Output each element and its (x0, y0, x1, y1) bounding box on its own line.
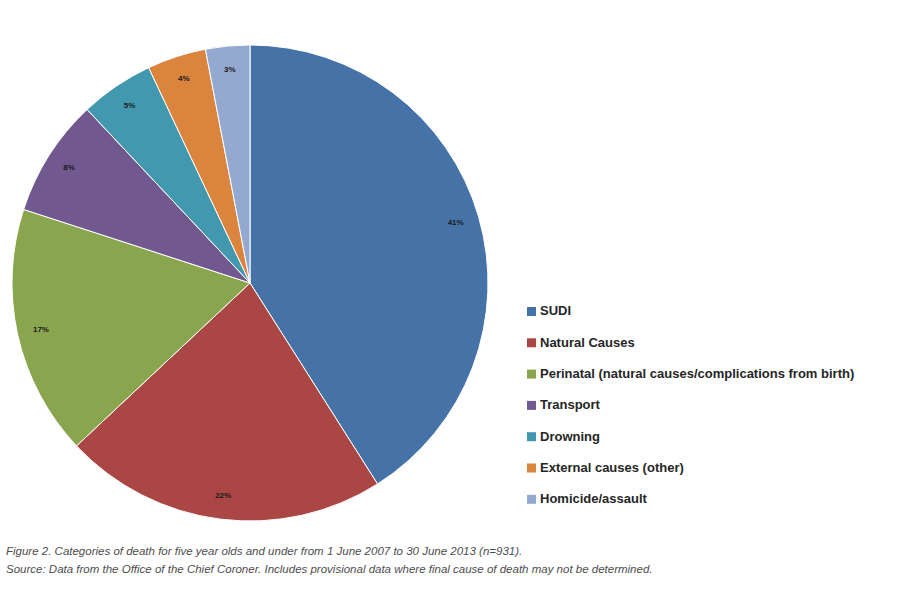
legend-swatch (527, 401, 536, 410)
legend-label: External causes (other) (540, 460, 684, 475)
legend-label: Natural Causes (540, 335, 635, 350)
data-label: 8% (63, 163, 75, 172)
legend-label: Homicide/assault (540, 491, 648, 506)
data-label: 41% (448, 218, 464, 227)
legend-label: Perinatal (natural causes/complications … (540, 366, 854, 381)
legend-swatch (527, 307, 536, 316)
data-label: 17% (33, 325, 49, 334)
legend-label: Drowning (540, 429, 600, 444)
data-label: 3% (224, 65, 236, 74)
source-note: Source: Data from the Office of the Chie… (6, 563, 652, 575)
legend: SUDI Natural Causes Perinatal (natural cau… (527, 303, 854, 506)
data-label: 5% (124, 101, 136, 110)
legend-swatch (527, 464, 536, 473)
slices (12, 45, 488, 521)
legend-swatch (527, 370, 536, 379)
legend-label: SUDI (540, 303, 571, 318)
data-label: 4% (178, 74, 190, 83)
data-label: 22% (215, 491, 231, 500)
chart: 41% 22% 17% 8% 5% 4% 3% SUDI Natural Causes Perin… (0, 0, 899, 608)
data-labels: 41% 22% 17% 8% 5% 4% 3% (33, 65, 464, 500)
legend-label: Transport (540, 397, 601, 412)
legend-swatch (527, 495, 536, 504)
pie-slice (205, 45, 250, 283)
legend-swatch (527, 432, 536, 441)
caption: Figure 2. Categories of death for five y… (6, 545, 522, 557)
legend-swatch (527, 338, 536, 347)
